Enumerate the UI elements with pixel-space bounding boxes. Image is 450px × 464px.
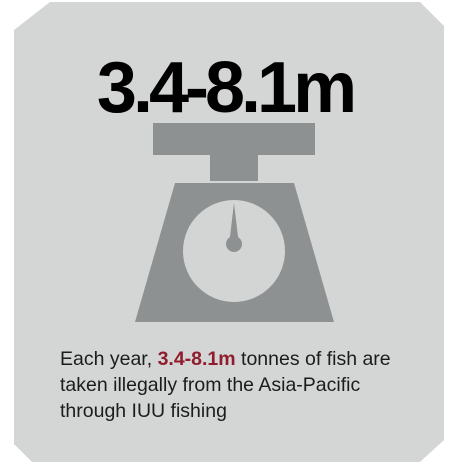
scale-needle — [229, 203, 239, 245]
caption-text: Each year, 3.4-8.1m tonnes of fish are t… — [60, 346, 420, 424]
caption-highlight: 3.4-8.1m — [157, 348, 236, 370]
caption-suffix: tonnes of fish are taken illegally from … — [60, 348, 391, 422]
scale-neck — [210, 155, 258, 181]
scale-plate — [153, 123, 315, 155]
scale-needle-hub — [226, 236, 242, 252]
caption-prefix: Each year, — [60, 348, 158, 370]
headline-figure: 3.4-8.1m — [96, 48, 357, 128]
